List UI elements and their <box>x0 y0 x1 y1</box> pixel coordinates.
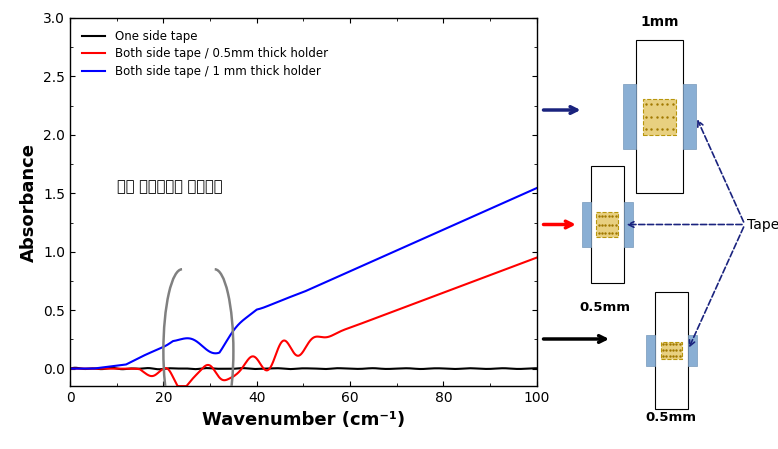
Both side tape / 1 mm thick holder <box>89 366 99 371</box>
Text: 0.5mm: 0.5mm <box>646 411 697 424</box>
Text: 0.5mm: 0.5mm <box>580 301 630 314</box>
Both side tape / 1 mm thick holder <box>519 191 528 197</box>
Both side tape / 1 mm thick holder <box>293 292 302 297</box>
One side tape <box>519 366 528 371</box>
Both side tape / 1 mm thick holder <box>519 191 528 197</box>
Both side tape / 1 mm thick holder <box>89 366 98 371</box>
Both side tape / 0.5mm thick holder <box>532 255 541 260</box>
One side tape <box>154 366 163 372</box>
Legend: One side tape, Both side tape / 0.5mm thick holder, Both side tape / 1 mm thick : One side tape, Both side tape / 0.5mm th… <box>76 24 334 84</box>
Bar <box>643 99 676 135</box>
Line: Both side tape / 1 mm thick holder: Both side tape / 1 mm thick holder <box>70 188 537 369</box>
One side tape <box>519 366 528 371</box>
Both side tape / 1 mm thick holder <box>532 185 541 191</box>
Bar <box>581 202 591 247</box>
Both side tape / 1 mm thick holder <box>65 366 75 371</box>
One side tape <box>433 365 443 371</box>
Bar <box>646 335 654 366</box>
Bar <box>683 84 696 149</box>
One side tape <box>71 365 80 370</box>
Y-axis label: Absorbance: Absorbance <box>19 142 37 262</box>
X-axis label: Wavenumber (cm⁻¹): Wavenumber (cm⁻¹) <box>202 410 405 428</box>
Both side tape / 0.5mm thick holder <box>280 338 289 343</box>
Both side tape / 0.5mm thick holder <box>519 260 528 265</box>
Bar <box>636 40 683 193</box>
One side tape <box>280 366 289 371</box>
One side tape <box>89 366 99 371</box>
Both side tape / 0.5mm thick holder <box>433 292 443 297</box>
Line: One side tape: One side tape <box>70 368 537 369</box>
Both side tape / 1 mm thick holder <box>280 296 289 302</box>
Bar <box>591 166 624 283</box>
Text: 1mm: 1mm <box>640 15 678 29</box>
Both side tape / 0.5mm thick holder <box>65 366 75 371</box>
One side tape <box>532 365 541 371</box>
Both side tape / 1 mm thick holder <box>433 229 443 235</box>
Both side tape / 0.5mm thick holder <box>293 353 302 358</box>
Line: Both side tape / 0.5mm thick holder: Both side tape / 0.5mm thick holder <box>70 258 537 386</box>
Both side tape / 0.5mm thick holder <box>89 366 99 371</box>
Bar <box>661 342 682 359</box>
Bar <box>688 335 697 366</box>
Both side tape / 0.5mm thick holder <box>173 383 183 389</box>
Bar <box>597 212 618 237</box>
One side tape <box>65 366 75 371</box>
One side tape <box>293 366 302 371</box>
Text: Tape: Tape <box>747 217 778 232</box>
Bar <box>654 292 688 409</box>
Both side tape / 0.5mm thick holder <box>519 260 528 265</box>
Text: 에코 폄스에의한 간섭현상: 에코 폄스에의한 간섭현상 <box>117 179 223 194</box>
Bar <box>622 84 636 149</box>
Bar <box>624 202 633 247</box>
